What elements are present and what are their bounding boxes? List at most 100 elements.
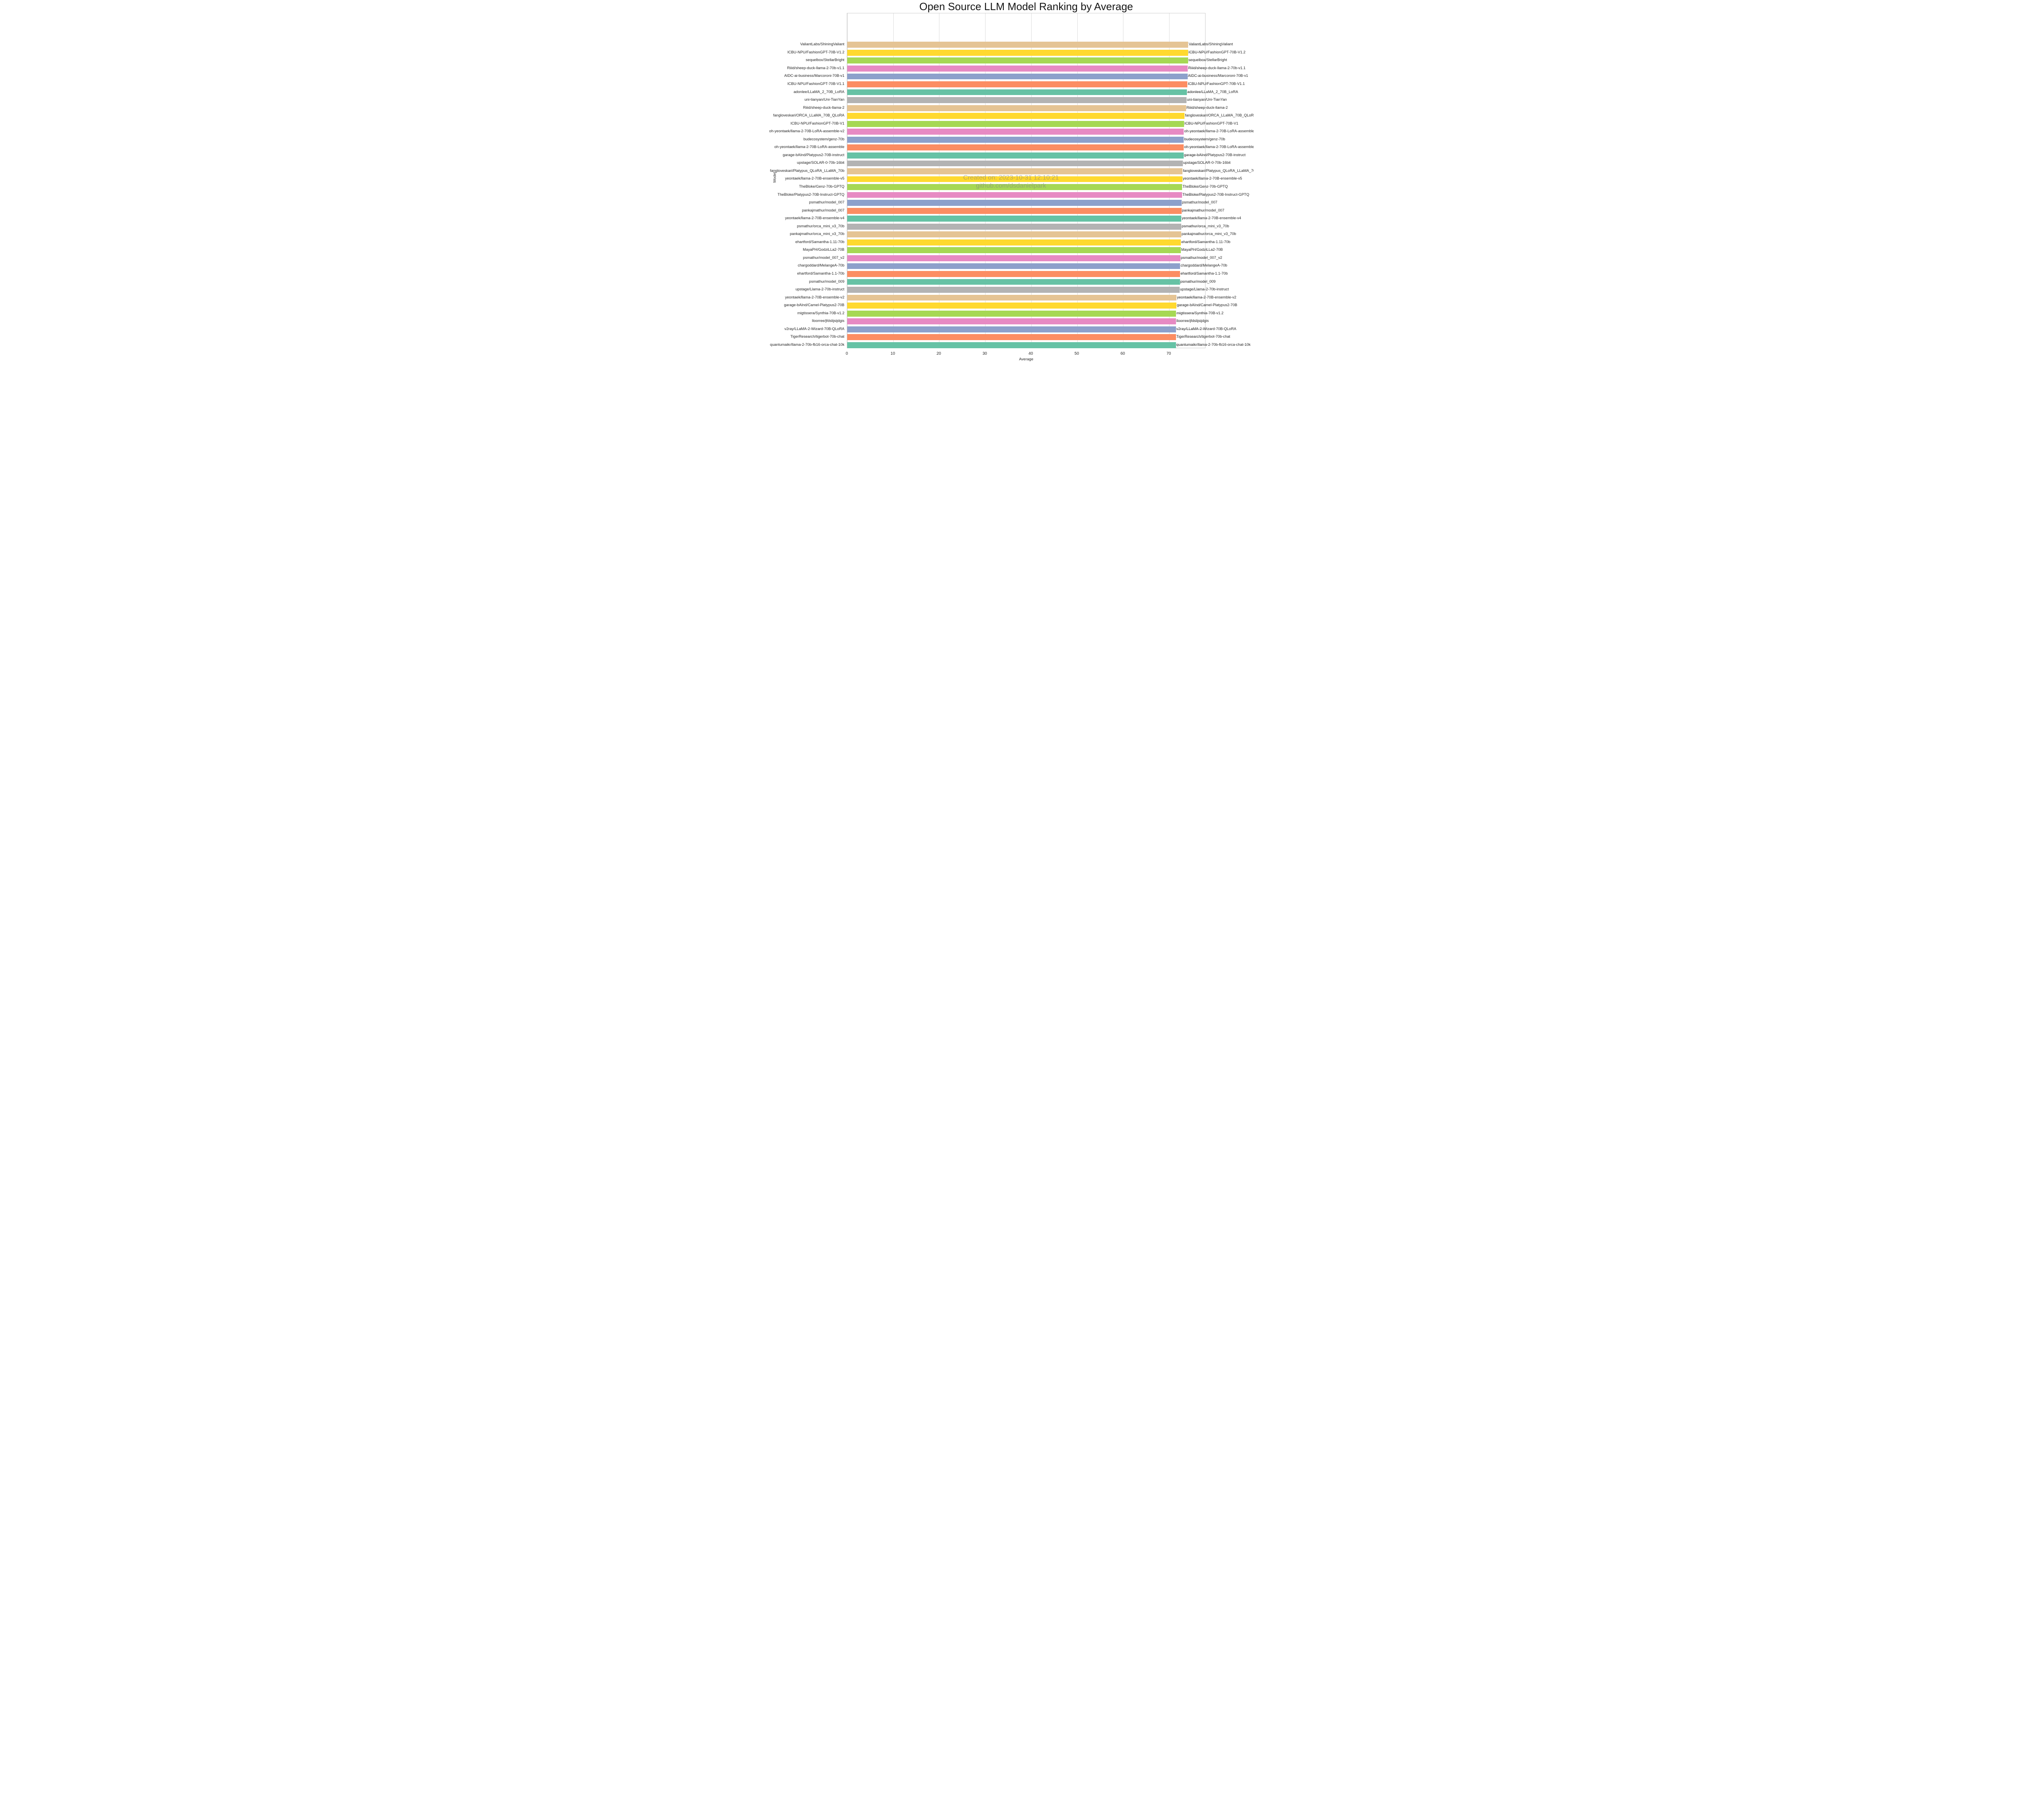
bar-end-label: ehartford/Samantha-1.1-70b — [1180, 271, 1228, 275]
bar-garage-bAInd/Camel-Platypus2-70B — [847, 303, 1177, 309]
bar-TigerResearch/tigerbot-70b-chat — [847, 334, 1176, 341]
bar-end-label: yeontaek/llama-2-70B-ensemble-v4 — [1182, 216, 1242, 220]
y-tick-label: quantumaikr/llama-2-70b-fb16-orca-chat-1… — [770, 342, 844, 347]
bar-end-label: upstage/SOLAR-0-70b-16bit — [1183, 161, 1231, 165]
bar-oh-yeontaek/llama-2-70B-LoRA-assemble — [847, 144, 1184, 151]
bar-end-label: fangloveskari/Platypus_QLoRA_LLaMA_70b — [1183, 168, 1254, 173]
bar-end-label: budecosystem/genz-70b — [1184, 137, 1225, 141]
bar-adonlee/LLaMA_2_70B_LoRA — [847, 89, 1187, 95]
y-tick-label: sequelbox/StellarBright — [806, 58, 844, 62]
y-tick-label: Riiid/sheep-duck-llama-2 — [803, 105, 844, 110]
bar-end-label: ICBU-NPU/FashionGPT-70B-V1.1 — [1188, 82, 1245, 86]
bar-chargoddard/MelangeA-70b — [847, 263, 1180, 269]
bar-end-label: lloorree/jfdslijsijdgis — [1176, 319, 1209, 323]
bar-fangloveskari/Platypus_QLoRA_LLaMA_70b — [847, 168, 1183, 174]
chart-title: Open Source LLM Model Ranking by Average — [919, 0, 1133, 13]
bar-MayaPH/GodziLLa2-70B — [847, 247, 1181, 254]
bar-end-label: garage-bAInd/Camel-Platypus2-70B — [1177, 303, 1237, 307]
bar-ehartford/Samantha-1.11-70b — [847, 239, 1181, 245]
bar-lloorree/jfdslijsijdgis — [847, 318, 1176, 325]
y-tick-label: pankajmathur/model_007 — [802, 208, 844, 212]
bar-Riiid/sheep-duck-llama-2-70b-v1.1 — [847, 66, 1188, 72]
y-tick-label: TigerResearch/tigerbot-70b-chat — [790, 334, 845, 339]
x-tick-label-40: 40 — [1028, 351, 1033, 356]
y-tick-label: uni-tianyan/Uni-TianYan — [804, 97, 844, 102]
x-tick-label-50: 50 — [1074, 351, 1079, 356]
y-tick-label: ValiantLabs/ShiningValiant — [800, 42, 844, 47]
y-tick-label: v2ray/LLaMA-2-Wizard-70B-QLoRA — [784, 326, 844, 331]
y-tick-label: garage-bAInd/Camel-Platypus2-70B — [784, 303, 844, 307]
bar-garage-bAInd/Platypus2-70B-instruct — [847, 152, 1184, 159]
y-tick-label: fangloveskari/ORCA_LLaMA_70B_QLoRA — [773, 113, 844, 118]
bar-uni-tianyan/Uni-TianYan — [847, 97, 1187, 103]
y-axis-title: Model — [772, 172, 777, 183]
bar-psmathur/model_007_v2 — [847, 255, 1180, 261]
y-tick-label: yeontaek/llama-2-70B-ensemble-v4 — [785, 216, 844, 220]
bar-end-label: TigerResearch/tigerbot-70b-chat — [1176, 334, 1231, 339]
bar-end-label: ICBU-NPU/FashionGPT-70B-V1.2 — [1188, 50, 1246, 54]
y-tick-label: ICBU-NPU/FashionGPT-70B-V1.2 — [787, 50, 844, 54]
bar-end-label: uni-tianyan/Uni-TianYan — [1187, 97, 1227, 102]
bar-psmathur/model_007 — [847, 200, 1182, 206]
y-tick-label: pankajmathur/orca_mini_v3_70b — [790, 232, 844, 236]
bar-Riiid/sheep-duck-llama-2 — [847, 105, 1186, 111]
x-tick-label-30: 30 — [982, 351, 987, 356]
y-tick-label: migtissera/Synthia-70B-v1.2 — [797, 311, 844, 315]
x-tick-label-10: 10 — [890, 351, 895, 356]
bar-end-label: oh-yeontaek/llama-2-70B-LoRA-assemble — [1184, 145, 1254, 149]
bar-pankajmathur/orca_mini_v3_70b — [847, 231, 1181, 238]
bar-fangloveskari/ORCA_LLaMA_70B_QLoRA — [847, 113, 1185, 119]
bar-end-label: sequelbox/StellarBright — [1188, 58, 1227, 62]
y-tick-label: ICBU-NPU/FashionGPT-70B-V1 — [790, 121, 844, 125]
bar-ehartford/Samantha-1.1-70b — [847, 271, 1180, 277]
y-tick-label: oh-yeontaek/llama-2-70B-LoRA-assemble-v2 — [769, 129, 844, 133]
bar-end-label: pankajmathur/model_007 — [1182, 208, 1225, 212]
bar-end-label: Riiid/sheep-duck-llama-2 — [1186, 105, 1228, 110]
bar-ICBU-NPU/FashionGPT-70B-V1.1 — [847, 81, 1188, 87]
bar-v2ray/LLaMA-2-Wizard-70B-QLoRA — [847, 326, 1176, 332]
bar-end-label: adonlee/LLaMA_2_70B_LoRA — [1187, 89, 1238, 94]
bar-end-label: v2ray/LLaMA-2-Wizard-70B-QLoRA — [1176, 326, 1237, 331]
x-tick-label-0: 0 — [846, 351, 848, 356]
bar-end-label: garage-bAInd/Platypus2-70B-instruct — [1184, 152, 1246, 157]
y-tick-label: chargoddard/MelangeA-70b — [797, 263, 844, 268]
bar-upstage/SOLAR-0-70b-16bit — [847, 160, 1183, 167]
y-tick-label: fangloveskari/Platypus_QLoRA_LLaMA_70b — [770, 168, 844, 173]
y-tick-label: upstage/SOLAR-0-70b-16bit — [797, 161, 844, 165]
bar-AIDC-ai-business/Marcoroni-70B-v1 — [847, 73, 1188, 80]
bar-TheBloke/Genz-70b-GPTQ — [847, 184, 1182, 190]
y-tick-label: psmathur/model_007_v2 — [803, 255, 844, 260]
bar-end-label: MayaPH/GodziLLa2-70B — [1181, 248, 1223, 252]
y-tick-label: psmathur/model_007 — [809, 200, 844, 205]
y-tick-label: TheBloke/Platypus2-70B-Instruct-GPTQ — [777, 192, 844, 197]
bar-budecosystem/genz-70b — [847, 136, 1184, 143]
bar-end-label: psmathur/model_007 — [1182, 200, 1218, 205]
bar-ValiantLabs/ShiningValiant — [847, 42, 1189, 48]
bar-yeontaek/llama-2-70B-ensemble-v2 — [847, 294, 1177, 301]
y-tick-label: psmathur/model_009 — [809, 279, 844, 284]
y-tick-label: ehartford/Samantha-1.1-70b — [797, 271, 844, 275]
bar-end-label: quantumaikr/llama-2-70b-fb16-orca-chat-1… — [1176, 342, 1251, 347]
y-tick-label: yeontaek/llama-2-70B-ensemble-v2 — [785, 295, 844, 299]
bar-end-label: TheBloke/Genz-70b-GPTQ — [1182, 184, 1228, 189]
bar-end-label: Riiid/sheep-duck-llama-2-70b-v1.1 — [1188, 66, 1246, 70]
bar-end-label: ICBU-NPU/FashionGPT-70B-V1 — [1184, 121, 1239, 125]
bar-ICBU-NPU/FashionGPT-70B-V1 — [847, 121, 1184, 127]
y-tick-label: TheBloke/Genz-70b-GPTQ — [799, 184, 844, 189]
x-tick-label-60: 60 — [1120, 351, 1125, 356]
y-tick-label: yeontaek/llama-2-70B-ensemble-v5 — [785, 176, 844, 181]
bar-yeontaek/llama-2-70B-ensemble-v5 — [847, 176, 1182, 182]
bar-end-label: yeontaek/llama-2-70B-ensemble-v2 — [1177, 295, 1237, 299]
bar-migtissera/Synthia-70B-v1.2 — [847, 310, 1176, 317]
bar-end-label: chargoddard/MelangeA-70b — [1180, 263, 1227, 268]
chart-figure: Open Source LLM Model Ranking by Average… — [768, 0, 1254, 364]
bar-end-label: psmathur/model_009 — [1180, 279, 1216, 284]
y-tick-label: psmathur/orca_mini_v3_70b — [797, 224, 844, 228]
bar-end-label: ehartford/Samantha-1.11-70b — [1181, 239, 1231, 244]
bar-yeontaek/llama-2-70B-ensemble-v4 — [847, 216, 1182, 222]
y-tick-label: ehartford/Samantha-1.11-70b — [795, 239, 844, 244]
y-tick-label: ICBU-NPU/FashionGPT-70B-V1.1 — [787, 82, 844, 86]
bar-ICBU-NPU/FashionGPT-70B-V1.2 — [847, 49, 1188, 56]
bar-TheBloke/Platypus2-70B-Instruct-GPTQ — [847, 192, 1182, 198]
y-tick-label: garage-bAInd/Platypus2-70B-instruct — [783, 152, 844, 157]
